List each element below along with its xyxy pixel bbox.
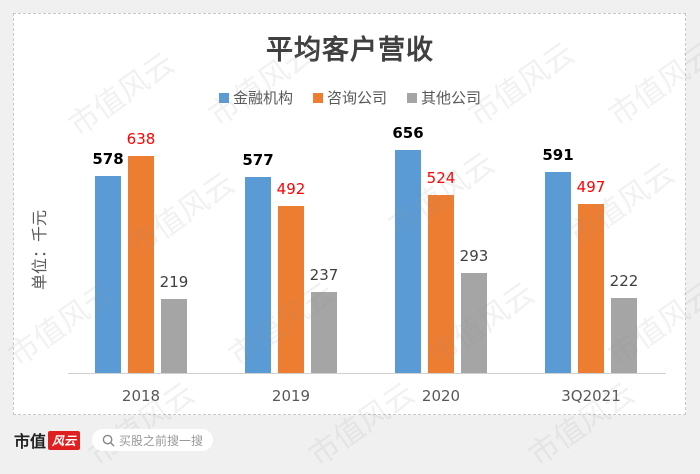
bar-3Q2021-0 [545, 172, 571, 373]
legend-label: 金融机构 [232, 89, 293, 107]
footer: 市值 风云 买股之前搜一搜 [14, 428, 214, 452]
brand-logo: 市值 风云 [14, 428, 81, 452]
data-label: 237 [309, 266, 339, 284]
search-box[interactable]: 买股之前搜一搜 [92, 429, 214, 451]
legend-item-other: 其他公司 [407, 87, 481, 108]
legend-swatch-orange [312, 92, 323, 103]
bar-3Q2021-2 [611, 298, 637, 373]
legend-swatch-blue [218, 92, 229, 103]
bar-2020-0 [395, 150, 421, 373]
bar-2020-1 [428, 195, 454, 373]
search-placeholder: 买股之前搜一搜 [119, 433, 204, 448]
chart-frame [13, 13, 686, 415]
data-label: 524 [426, 169, 456, 187]
data-label: 293 [459, 247, 489, 265]
brand-text: 市值 [14, 432, 47, 451]
bar-2019-1 [278, 206, 304, 373]
data-label: 578 [92, 150, 124, 168]
legend-label: 其他公司 [421, 89, 482, 107]
data-label: 497 [576, 178, 606, 196]
legend-item-consulting: 咨询公司 [312, 87, 387, 108]
chart-title: 平均客户营收 [266, 35, 434, 66]
data-label: 656 [392, 124, 424, 142]
legend-swatch-gray [407, 92, 417, 103]
data-label: 591 [542, 146, 574, 164]
x-tick-label: 2018 [121, 387, 161, 405]
bar-2018-2 [161, 299, 187, 373]
bar-3Q2021-1 [578, 204, 604, 373]
bar-2019-2 [311, 292, 337, 373]
bar-2019-0 [245, 177, 271, 373]
data-label: 638 [126, 130, 156, 148]
data-label: 219 [159, 273, 189, 291]
data-label: 222 [609, 272, 639, 290]
bar-2018-0 [95, 176, 121, 373]
x-axis-line [68, 373, 666, 374]
x-tick-label: 2020 [421, 387, 461, 405]
x-tick-label: 2019 [271, 387, 311, 405]
search-icon [102, 434, 115, 447]
bar-2018-1 [128, 156, 154, 373]
data-label: 492 [276, 180, 306, 198]
legend-item-finance: 金融机构 [218, 87, 293, 108]
bar-2020-2 [461, 273, 487, 373]
brand-badge: 风云 [48, 430, 81, 450]
legend: 金融机构 咨询公司 其他公司 [0, 87, 700, 108]
legend-label: 咨询公司 [326, 89, 387, 107]
data-label: 577 [242, 151, 274, 169]
x-tick-label: 3Q2021 [561, 387, 621, 405]
